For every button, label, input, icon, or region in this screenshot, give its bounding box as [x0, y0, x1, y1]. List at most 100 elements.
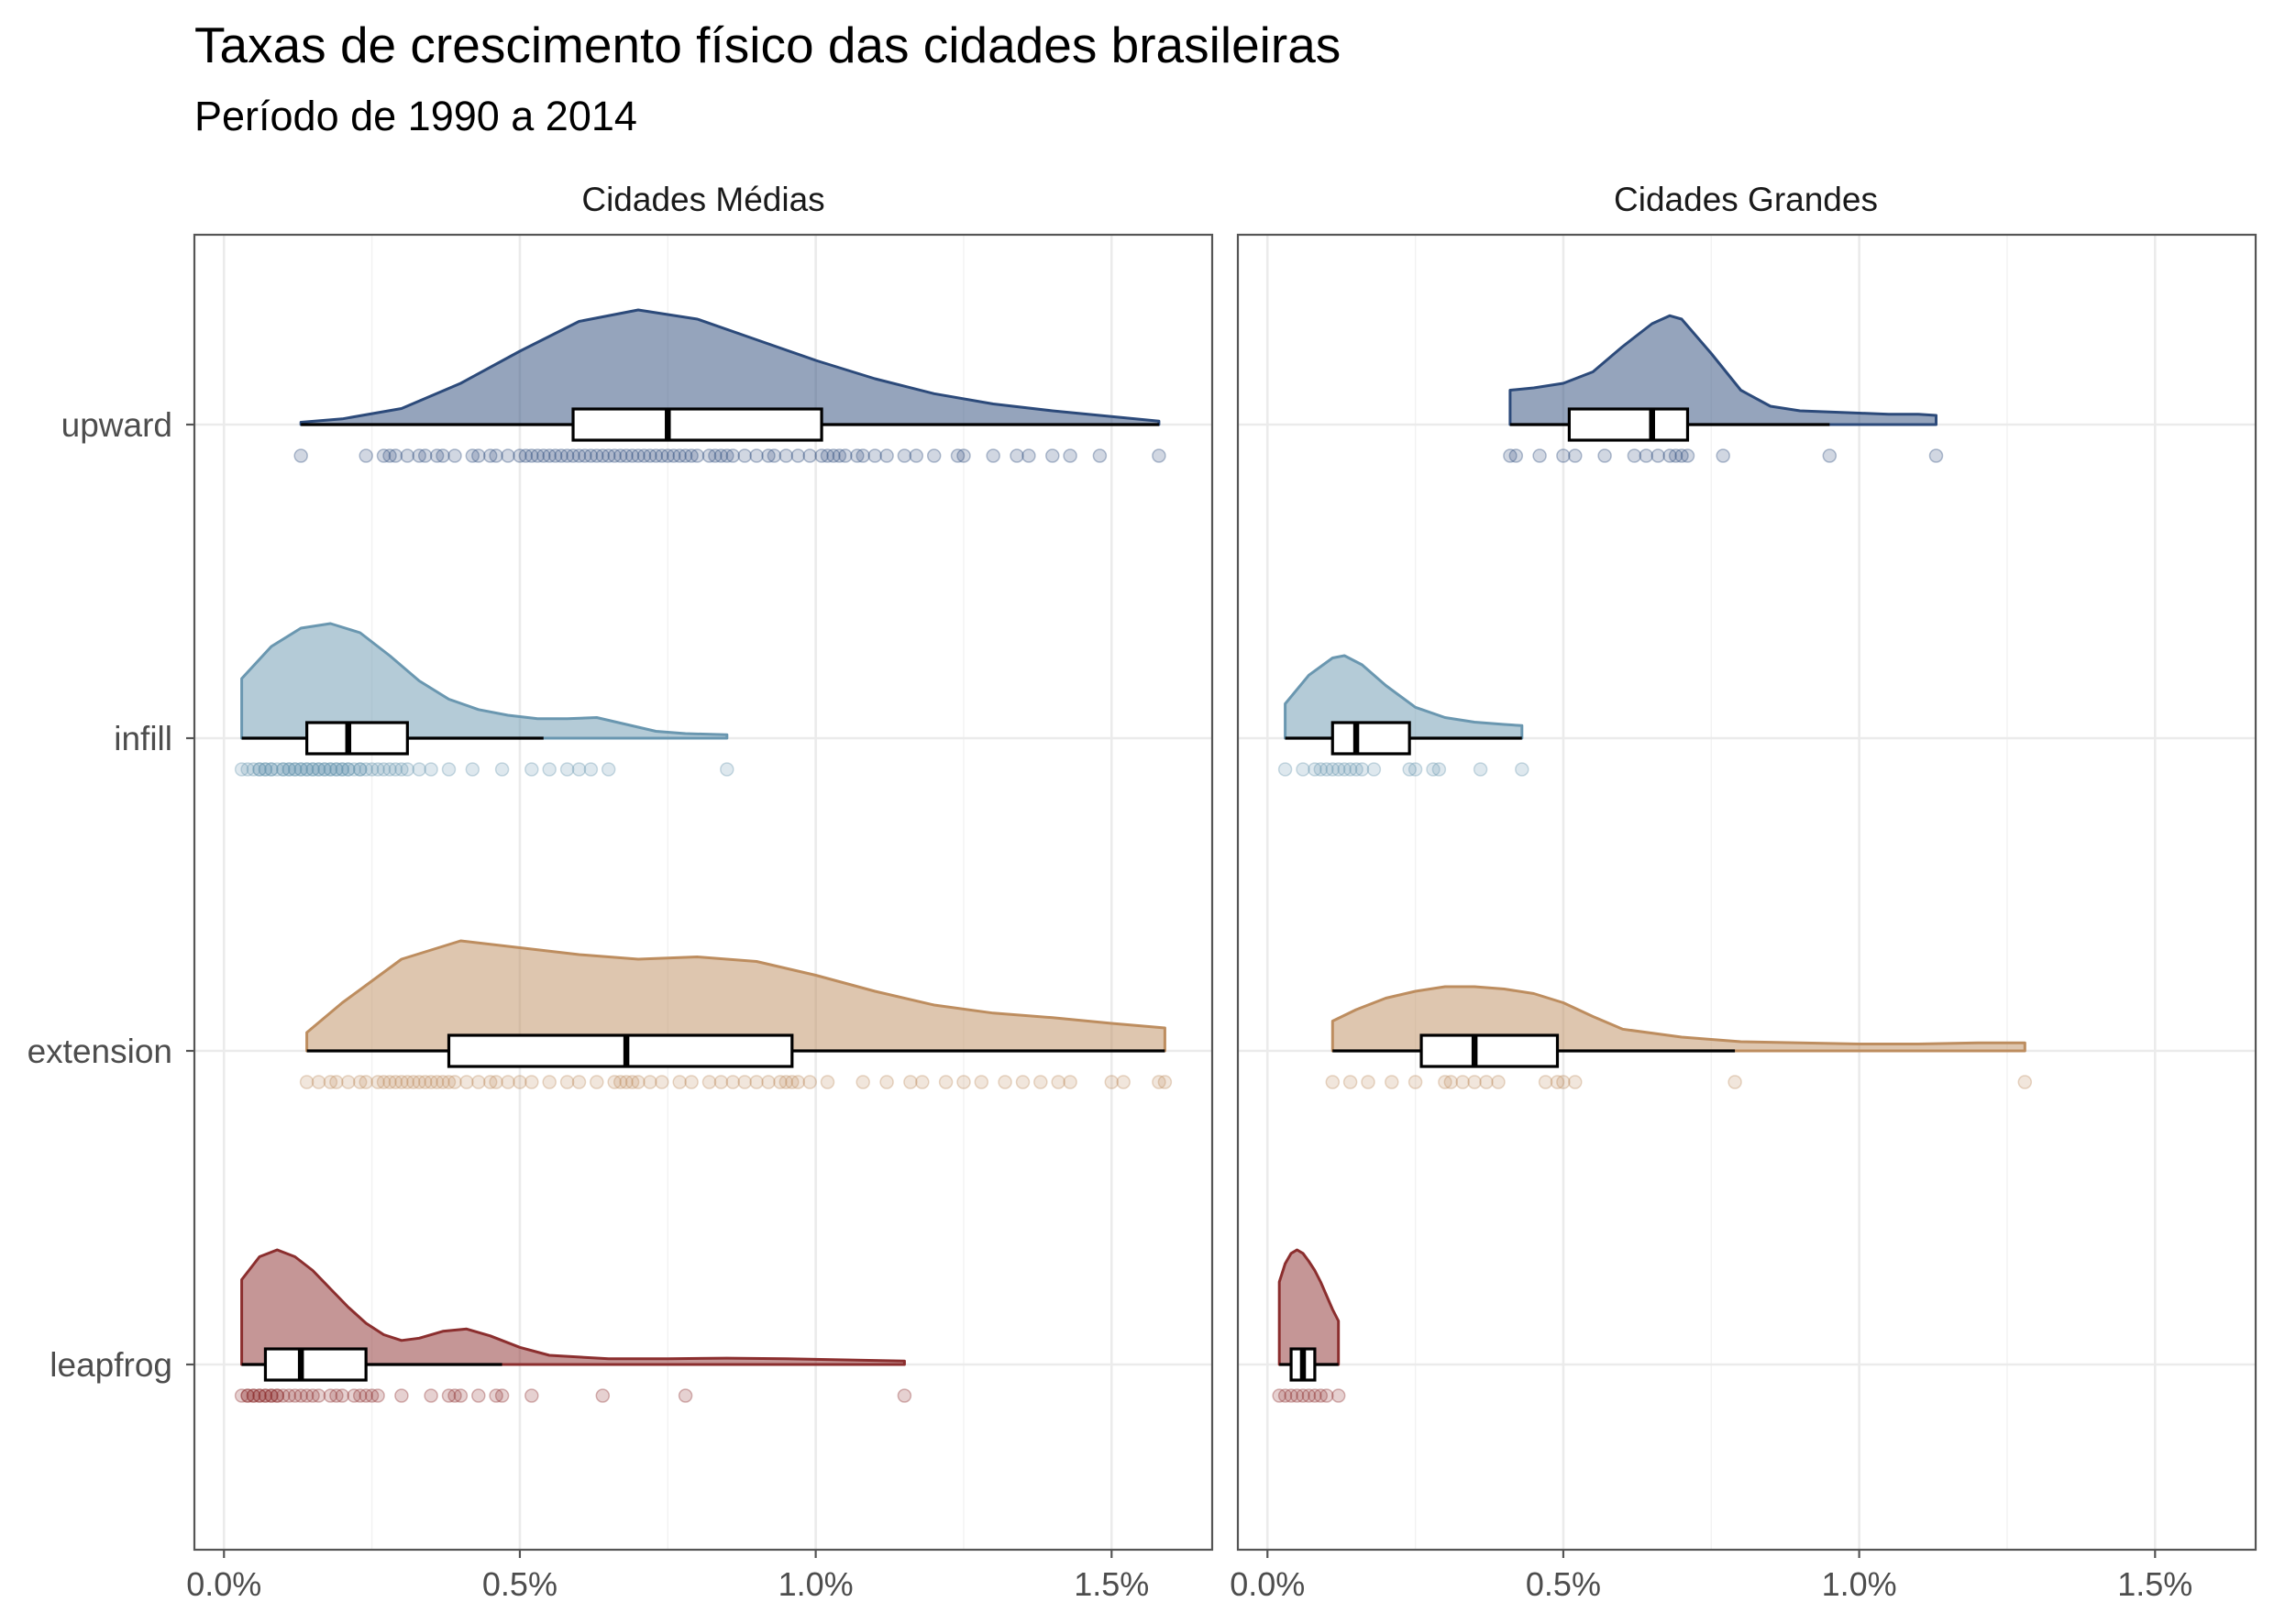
data-point-cidades-m-dias-upward — [1152, 448, 1166, 463]
data-point-cidades-m-dias-infill — [542, 762, 557, 777]
data-point-cidades-m-dias-leapfrog — [252, 1388, 267, 1403]
facet-panel-grandes — [1236, 233, 2257, 1558]
data-point-cidades-m-dias-extension — [713, 1075, 729, 1089]
data-point-cidades-m-dias-upward — [536, 448, 551, 463]
facet-label-grandes: Cidades Grandes — [1614, 181, 1878, 218]
data-point-cidades-m-dias-upward — [838, 448, 853, 463]
data-point-cidades-grandes-infill — [1342, 762, 1358, 777]
data-point-cidades-m-dias-upward — [447, 448, 462, 463]
data-point-cidades-m-dias-extension — [382, 1075, 397, 1089]
data-point-cidades-m-dias-extension — [725, 1075, 741, 1089]
data-point-cidades-m-dias-extension — [394, 1075, 409, 1089]
data-point-cidades-m-dias-upward — [566, 448, 580, 463]
data-point-cidades-m-dias-extension — [643, 1075, 657, 1089]
data-point-cidades-m-dias-upward — [583, 448, 599, 463]
data-point-cidades-m-dias-infill — [329, 762, 344, 777]
data-point-cidades-m-dias-upward — [382, 448, 397, 463]
data-point-cidades-m-dias-infill — [524, 762, 539, 777]
panel-border — [1236, 233, 2257, 1552]
data-point-cidades-m-dias-upward — [400, 448, 415, 463]
data-point-cidades-m-dias-upward — [388, 448, 403, 463]
data-point-cidades-grandes-extension — [1438, 1075, 1452, 1089]
data-point-cidades-grandes-extension — [1385, 1075, 1399, 1089]
data-point-cidades-m-dias-leapfrog — [370, 1388, 385, 1403]
data-point-cidades-m-dias-infill — [276, 762, 291, 777]
data-point-cidades-m-dias-upward — [737, 448, 752, 463]
y-category-label-upward: upward — [61, 406, 172, 444]
data-point-cidades-grandes-leapfrog — [1313, 1388, 1329, 1403]
x-axis-labels: 0.0% 0.5% 1.0% 1.5% 0.0% 0.5% 1.0% 1.5% — [186, 1565, 2192, 1603]
density-cloud-cidades-m-dias-leapfrog — [240, 1248, 906, 1366]
data-point-cidades-m-dias-infill — [335, 762, 350, 777]
data-point-cidades-m-dias-extension — [1063, 1075, 1077, 1089]
data-point-cidades-m-dias-infill — [571, 762, 587, 777]
data-point-cidades-grandes-extension — [1728, 1075, 1742, 1089]
data-point-cidades-grandes-extension — [1550, 1075, 1565, 1089]
box-iqr-cidades-grandes-extension — [1419, 1033, 1560, 1068]
data-point-cidades-m-dias-upward — [826, 448, 841, 463]
x-tick-label: 0.5% — [1526, 1565, 1601, 1603]
data-point-cidades-m-dias-upward — [879, 448, 894, 463]
data-point-cidades-m-dias-infill — [341, 762, 356, 777]
data-point-cidades-m-dias-upward — [417, 448, 433, 463]
data-point-cidades-m-dias-upward — [761, 448, 776, 463]
data-point-cidades-grandes-infill — [1325, 762, 1341, 777]
data-point-cidades-m-dias-leapfrog — [258, 1388, 273, 1403]
data-point-cidades-grandes-infill — [1431, 762, 1447, 777]
data-point-cidades-m-dias-extension — [778, 1075, 794, 1089]
data-point-cidades-m-dias-leapfrog — [276, 1388, 291, 1403]
facet-panel-medias — [193, 233, 1214, 1558]
data-point-cidades-m-dias-upward — [643, 448, 657, 463]
data-point-cidades-grandes-leapfrog — [1308, 1388, 1322, 1403]
data-point-cidades-m-dias-leapfrog — [447, 1388, 462, 1403]
data-point-cidades-m-dias-extension — [436, 1075, 450, 1089]
data-point-cidades-m-dias-leapfrog — [240, 1388, 255, 1403]
data-point-cidades-m-dias-upward — [542, 448, 557, 463]
data-point-cidades-m-dias-infill — [276, 762, 291, 777]
data-point-cidades-m-dias-leapfrog — [394, 1388, 409, 1403]
data-point-cidades-m-dias-upward — [856, 448, 870, 463]
data-point-cidades-m-dias-extension — [613, 1075, 628, 1089]
data-point-cidades-grandes-upward — [1627, 448, 1642, 463]
data-point-cidades-m-dias-upward — [436, 448, 450, 463]
data-point-cidades-grandes-infill — [1349, 762, 1363, 777]
data-point-cidades-grandes-upward — [1680, 448, 1695, 463]
data-point-cidades-m-dias-leapfrog — [359, 1388, 373, 1403]
data-point-cidades-m-dias-extension — [749, 1075, 764, 1089]
data-point-cidades-m-dias-upward — [465, 448, 480, 463]
data-point-cidades-m-dias-upward — [547, 448, 563, 463]
data-point-cidades-m-dias-upward — [293, 448, 308, 463]
data-point-cidades-m-dias-infill — [281, 762, 297, 777]
data-point-cidades-m-dias-extension — [429, 1075, 445, 1089]
data-point-cidades-m-dias-extension — [376, 1075, 392, 1089]
y-category-label-leapfrog: leapfrog — [50, 1346, 172, 1384]
data-point-cidades-m-dias-upward — [554, 448, 568, 463]
data-point-cidades-m-dias-extension — [489, 1075, 503, 1089]
data-point-cidades-m-dias-extension — [311, 1075, 326, 1089]
data-point-cidades-m-dias-upward — [1021, 448, 1036, 463]
data-point-cidades-m-dias-infill — [465, 762, 480, 777]
data-point-cidades-m-dias-infill — [264, 762, 279, 777]
data-point-cidades-m-dias-leapfrog — [441, 1388, 457, 1403]
box-iqr-cidades-m-dias-leapfrog — [263, 1347, 368, 1382]
data-point-cidades-m-dias-extension — [879, 1075, 894, 1089]
data-point-cidades-m-dias-extension — [359, 1075, 373, 1089]
data-point-cidades-m-dias-extension — [684, 1075, 699, 1089]
data-point-cidades-grandes-infill — [1407, 762, 1423, 777]
data-point-cidades-m-dias-leapfrog — [287, 1388, 303, 1403]
data-point-cidades-m-dias-infill — [359, 762, 373, 777]
data-point-cidades-m-dias-extension — [299, 1075, 315, 1089]
data-point-cidades-grandes-upward — [1503, 448, 1518, 463]
data-point-cidades-grandes-leapfrog — [1277, 1388, 1293, 1403]
data-point-cidades-m-dias-infill — [299, 762, 315, 777]
x-tick-label: 1.0% — [778, 1565, 854, 1603]
x-tick-label: 0.0% — [186, 1565, 261, 1603]
data-point-cidades-m-dias-infill — [376, 762, 392, 777]
data-point-cidades-m-dias-extension — [471, 1075, 486, 1089]
data-point-cidades-m-dias-upward — [832, 448, 847, 463]
data-point-cidades-grandes-infill — [1366, 762, 1382, 777]
data-point-cidades-m-dias-upward — [513, 448, 527, 463]
data-point-cidades-m-dias-extension — [424, 1075, 438, 1089]
data-point-cidades-m-dias-extension — [820, 1075, 835, 1089]
